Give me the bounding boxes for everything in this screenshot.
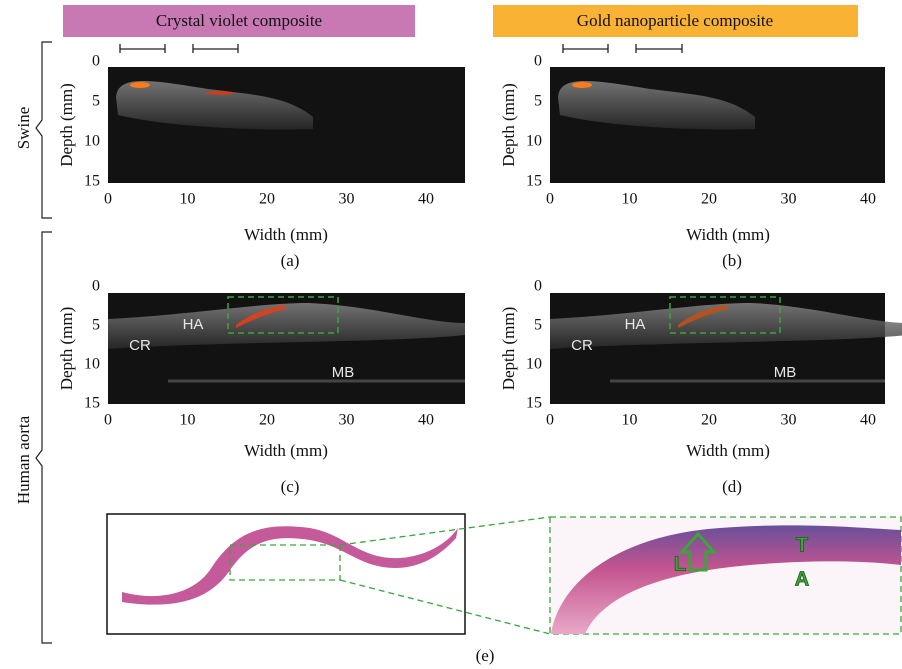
region-box (669, 296, 781, 334)
annotation: MB (332, 364, 355, 381)
histology-label: A (795, 568, 809, 590)
y-tick-label: 15 (526, 395, 542, 412)
tissue (108, 303, 465, 349)
header: Gold nanoparticle composite (577, 11, 773, 30)
tissue (550, 303, 902, 349)
annotation: HA (625, 316, 646, 333)
signal (236, 305, 286, 328)
histology-section (122, 526, 458, 605)
zoom-lines (339, 516, 551, 635)
header-bar (63, 5, 415, 37)
zoom-box (229, 544, 341, 581)
x-tick-label: 0 (546, 191, 554, 208)
y-tick-label: 5 (534, 93, 542, 110)
x-tick-label: 10 (180, 412, 196, 429)
caption: (c) (281, 477, 300, 496)
x-tick-label: 10 (622, 412, 638, 429)
x-tick-label: 10 (180, 191, 196, 208)
y-axis-label: Depth (mm) (57, 307, 76, 391)
y-tick-label: 5 (92, 93, 100, 110)
arrow (678, 531, 718, 572)
row-label: Human aorta (14, 415, 33, 504)
region-box (227, 296, 339, 334)
x-tick-label: 20 (701, 191, 717, 208)
x-tick-label: 30 (339, 191, 355, 208)
histology-zoom (551, 525, 901, 634)
y-axis-label: Depth (mm) (57, 83, 76, 167)
x-tick-label: 0 (546, 412, 554, 429)
x-tick-label: 40 (418, 412, 434, 429)
caption: (d) (722, 477, 742, 496)
annotation: CR (571, 337, 593, 354)
bracket (35, 231, 52, 644)
y-axis-label: Depth (mm) (499, 83, 518, 167)
y-tick-label: 10 (84, 356, 100, 373)
x-tick-label: 20 (259, 191, 275, 208)
y-tick-label: 10 (526, 356, 542, 373)
y-tick-label: 15 (84, 173, 100, 190)
y-tick-label: 10 (84, 133, 100, 150)
x-axis-label: Width (mm) (244, 441, 328, 460)
scale-bars (119, 44, 683, 53)
header: Crystal violet composite (156, 11, 322, 30)
x-axis-label: Width (mm) (686, 441, 770, 460)
annotation: HA (183, 316, 204, 333)
signal (572, 82, 592, 88)
row-label: Swine (14, 107, 33, 150)
y-tick-label: 0 (534, 278, 542, 295)
y-axis-label: Depth (mm) (499, 307, 518, 391)
caption: (a) (281, 251, 300, 270)
x-tick-label: 20 (701, 412, 717, 429)
signal (130, 82, 150, 88)
header-bar (493, 5, 858, 37)
y-tick-label: 0 (92, 278, 100, 295)
signal (678, 305, 728, 328)
tissue (558, 80, 755, 130)
x-axis-label: Width (mm) (686, 225, 770, 244)
annotation: MB (774, 364, 797, 381)
caption: (b) (722, 251, 742, 270)
y-tick-label: 15 (84, 395, 100, 412)
bracket (35, 41, 52, 219)
x-tick-label: 40 (860, 191, 876, 208)
y-tick-label: 0 (534, 53, 542, 70)
y-tick-label: 5 (92, 317, 100, 334)
histology-label: T (796, 534, 808, 556)
histology-label: L (674, 553, 686, 575)
annotation: CR (129, 337, 151, 354)
x-tick-label: 30 (339, 412, 355, 429)
x-axis-label: Width (mm) (244, 225, 328, 244)
x-tick-label: 40 (860, 412, 876, 429)
y-tick-label: 0 (92, 53, 100, 70)
x-tick-label: 30 (781, 412, 797, 429)
tissue (116, 80, 313, 130)
x-tick-label: 0 (104, 191, 112, 208)
x-tick-label: 30 (781, 191, 797, 208)
y-tick-label: 10 (526, 133, 542, 150)
x-tick-label: 20 (259, 412, 275, 429)
x-tick-label: 0 (104, 412, 112, 429)
signal (206, 91, 234, 95)
y-tick-label: 15 (526, 173, 542, 190)
y-tick-label: 5 (534, 317, 542, 334)
caption: (e) (476, 646, 495, 665)
x-tick-label: 10 (622, 191, 638, 208)
x-tick-label: 40 (418, 191, 434, 208)
